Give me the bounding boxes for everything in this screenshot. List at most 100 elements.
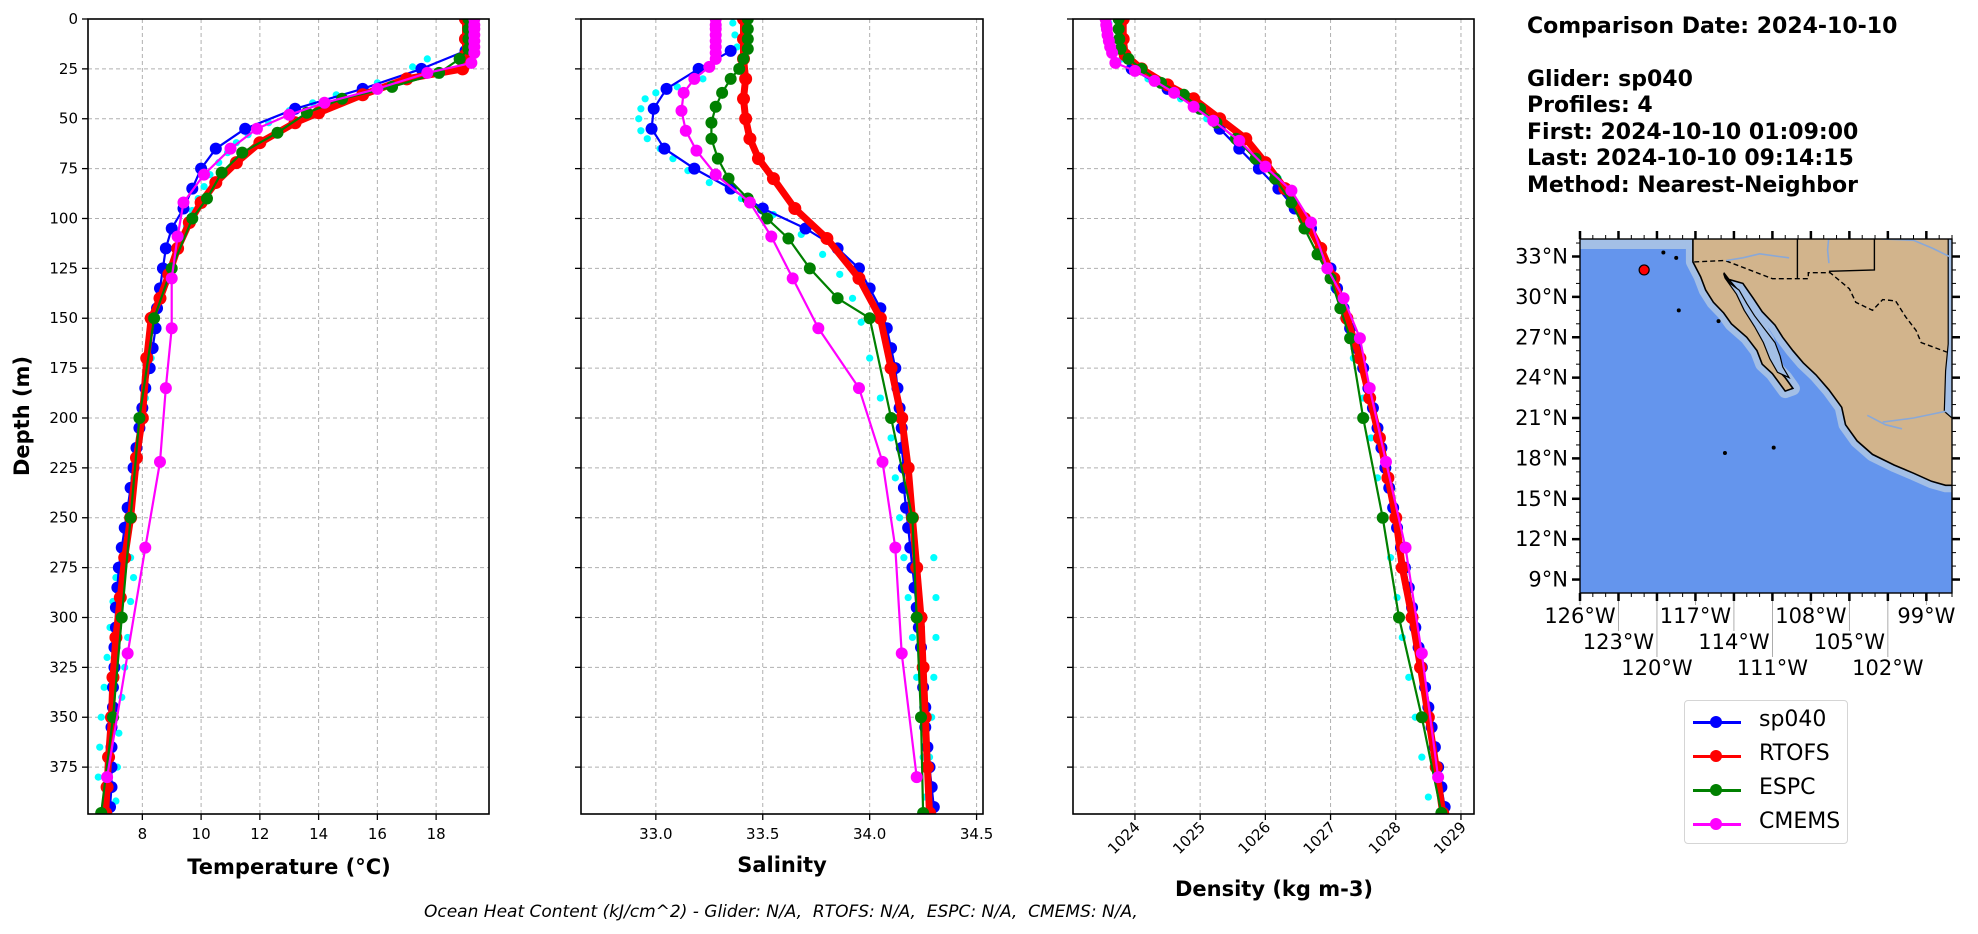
data-point — [121, 647, 134, 660]
data-point — [1432, 771, 1445, 784]
island — [1722, 451, 1727, 456]
data-point — [677, 86, 690, 99]
data-point — [1285, 196, 1298, 209]
raw-glider-point — [635, 115, 643, 123]
lon-tick-label: 123°W — [1583, 630, 1655, 654]
data-point — [1363, 382, 1376, 395]
data-point — [1113, 32, 1126, 45]
first-time: First: 2024-10-10 01:09:00 — [1527, 119, 1859, 145]
raw-glider-point — [866, 354, 874, 362]
data-point — [1233, 134, 1246, 147]
lat-tick-label: 15°N — [1515, 487, 1568, 511]
data-point — [159, 382, 172, 395]
data-point — [165, 272, 178, 285]
x-tick-label: 14 — [309, 825, 328, 843]
data-point — [468, 46, 481, 59]
data-point — [118, 551, 132, 565]
island — [1771, 445, 1776, 450]
map-frame — [1579, 238, 1953, 594]
x-tick-label: 10 — [192, 825, 211, 843]
series-espc — [95, 19, 475, 814]
data-point — [1334, 302, 1347, 315]
info-box: Comparison Date: 2024-10-10 Glider: sp04… — [1527, 14, 1897, 199]
lat-tick-label: 27°N — [1515, 325, 1568, 349]
raw-glider-point — [94, 773, 102, 781]
lon-tick-label: 102°W — [1852, 656, 1924, 680]
gulf-of-mexico — [1943, 239, 1952, 419]
raw-glider-point — [652, 89, 660, 97]
glider-position-marker — [1638, 264, 1650, 276]
data-point — [124, 511, 137, 524]
country-border — [1694, 259, 1948, 353]
land-mexico — [1692, 239, 1952, 487]
data-point — [1393, 611, 1406, 624]
raw-glider-point — [705, 178, 713, 187]
island — [1716, 319, 1721, 324]
data-point — [889, 541, 902, 554]
raw-glider-point — [900, 554, 908, 562]
y-tick-label: 325 — [49, 658, 78, 676]
raw-glider-point — [904, 593, 912, 602]
lon-tick-label: 117°W — [1660, 604, 1732, 628]
lat-tick-label: 33°N — [1515, 244, 1568, 268]
data-point — [1357, 411, 1370, 424]
series-rtofs — [1116, 19, 1450, 814]
data-point — [711, 152, 724, 165]
data-point — [705, 116, 718, 129]
series-cmems — [675, 19, 923, 784]
data-point — [1435, 807, 1448, 814]
density-panel: 1024 1025 1026 1027 1028 1029 — [1067, 18, 1475, 858]
data-point — [215, 166, 228, 179]
temperature-panel: 8 10 12 14 16 18 0 25 50 75 100 125 150 175 200 225 250 2… — [49, 10, 490, 843]
x-tick-label: 1028 — [1365, 818, 1405, 858]
lat-tick-label: 18°N — [1515, 446, 1568, 470]
river — [1866, 414, 1903, 430]
island — [1674, 255, 1679, 260]
raw-glider-point — [887, 434, 895, 442]
data-point — [1106, 46, 1119, 59]
data-point — [283, 108, 296, 121]
legend-marker-icon — [1710, 716, 1722, 728]
x-tick-label: 34.0 — [853, 825, 886, 843]
river — [1826, 239, 1830, 264]
raw-glider-point — [115, 729, 123, 737]
raw-glider-point — [637, 105, 645, 113]
raw-glider-point — [1367, 434, 1375, 442]
lon-tick-label: 105°W — [1814, 630, 1886, 654]
x-tick-label: 1026 — [1234, 818, 1274, 858]
series-espc — [1112, 19, 1448, 814]
legend-label: RTOFS — [1759, 741, 1830, 766]
raw-glider-point — [641, 95, 649, 103]
axes-frame — [580, 18, 984, 815]
y-tick-label: 225 — [49, 459, 78, 477]
data-point — [647, 102, 660, 115]
state-border — [1828, 239, 1876, 272]
data-point — [716, 86, 729, 99]
y-tick-label: 75 — [59, 160, 78, 178]
data-point — [831, 292, 844, 305]
data-point — [1337, 292, 1350, 305]
data-point — [165, 262, 178, 275]
y-tick-label: 100 — [49, 209, 78, 227]
depth-ylabel: Depth (m) — [10, 356, 34, 476]
series-cmems — [1099, 19, 1445, 784]
raw-glider-point — [423, 55, 431, 63]
map-body — [1580, 239, 1952, 593]
x-tick-label: 1029 — [1430, 818, 1470, 858]
data-point — [1269, 172, 1282, 185]
series-line — [100, 19, 470, 814]
series-raw_glider — [635, 19, 940, 801]
data-point — [139, 541, 152, 554]
method: Method: Nearest-Neighbor — [1527, 172, 1858, 198]
island — [1676, 308, 1681, 313]
legend-item-sp040: sp040 — [1685, 705, 1845, 739]
lon-tick-label: 111°W — [1737, 656, 1809, 680]
data-point — [1353, 332, 1366, 345]
data-point — [95, 807, 108, 814]
temperature-xlabel: Temperature (°C) — [187, 855, 390, 879]
raw-glider-point — [819, 250, 827, 259]
data-point — [901, 461, 915, 475]
data-point — [1109, 56, 1122, 69]
x-tick-label: 1024 — [1104, 818, 1144, 858]
